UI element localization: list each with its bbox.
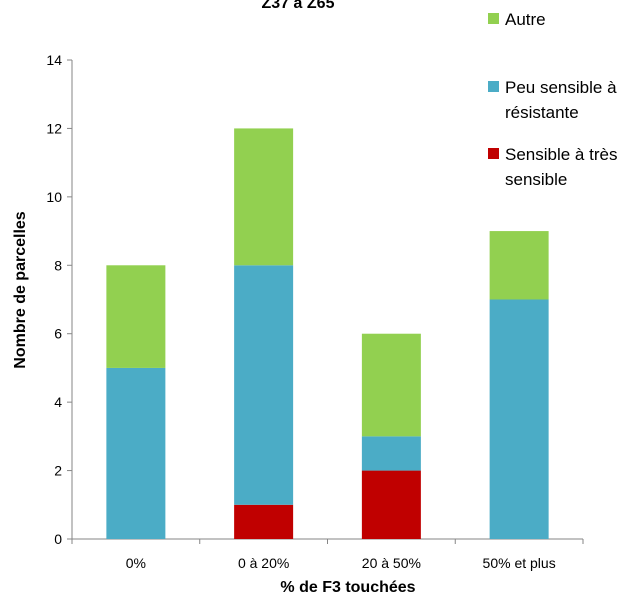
y-tick-label: 6	[54, 326, 62, 342]
bar-segment	[234, 128, 294, 266]
bar-segment	[106, 265, 166, 368]
y-tick-label: 8	[54, 257, 62, 273]
x-axis-title: % de F3 touchées	[280, 579, 415, 596]
legend-label: Sensible à très	[505, 145, 617, 164]
x-tick-label: 20 à 50%	[362, 555, 421, 571]
bar-segment	[234, 265, 294, 505]
y-tick-label: 4	[54, 394, 62, 410]
x-tick-label: 50% et plus	[483, 555, 556, 571]
bar-segment	[489, 299, 549, 539]
legend-swatch	[488, 13, 499, 24]
y-tick-label: 10	[46, 189, 62, 205]
y-tick-label: 2	[54, 463, 62, 479]
x-tick-label: 0%	[126, 555, 146, 571]
bar-segment	[106, 367, 166, 539]
bar-segment	[361, 470, 421, 539]
bar-segment	[234, 504, 294, 539]
legend-label: résistante	[505, 103, 579, 122]
y-axis-title: Nombre de parcelles	[12, 211, 29, 369]
y-tick-label: 14	[46, 52, 62, 68]
legend-label: sensible	[505, 170, 567, 189]
bar-segment	[361, 436, 421, 471]
x-tick-label: 0 à 20%	[238, 555, 289, 571]
axes: 0 2 4 6 8 10 12 14 0% 0 à 20% 20 à 50% 50% et plus	[46, 52, 584, 571]
legend-swatch	[488, 148, 499, 159]
y-tick-label: 0	[54, 531, 62, 547]
bar-segment	[489, 231, 549, 300]
bar-segment	[361, 333, 421, 437]
legend-swatch	[488, 81, 499, 92]
legend-label: Autre	[505, 10, 546, 29]
chart-title: Z37 à Z65	[262, 0, 335, 12]
y-tick-label: 12	[46, 120, 62, 136]
bars	[106, 128, 549, 539]
legend: Autre Peu sensible à résistante Sensible à …	[488, 10, 617, 189]
legend-label: Peu sensible à	[505, 78, 617, 97]
